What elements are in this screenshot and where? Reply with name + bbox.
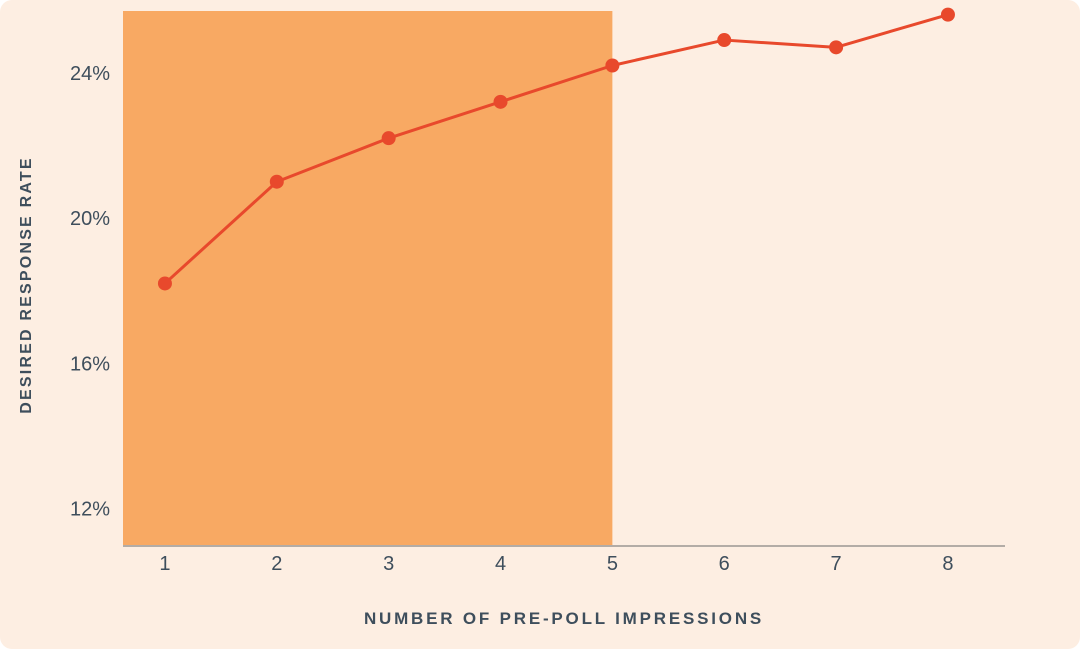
y-tick-label: 12%	[70, 499, 110, 521]
y-axis-title: DESIRED RESPONSE RATE	[18, 156, 35, 414]
highlight-region	[123, 11, 613, 545]
y-tick-label: 16%	[70, 353, 110, 375]
data-point	[940, 7, 955, 22]
y-tick-label: 24%	[70, 63, 110, 85]
data-point	[157, 276, 172, 291]
x-tick-label: 7	[831, 553, 842, 575]
data-point	[717, 33, 732, 48]
x-tick-label: 3	[383, 553, 394, 575]
x-tick-label: 1	[159, 553, 170, 575]
x-axis-title: NUMBER OF PRE-POLL IMPRESSIONS	[363, 609, 765, 628]
x-tick-label: 8	[942, 553, 953, 575]
data-point	[381, 131, 396, 146]
data-line	[163, 13, 950, 285]
data-point	[269, 174, 284, 189]
data-point	[493, 94, 508, 109]
x-tick-label: 4	[495, 553, 506, 575]
y-tick-label: 20%	[70, 208, 110, 230]
data-point	[605, 58, 620, 73]
x-tick-label: 6	[719, 553, 730, 575]
x-tick-label: 5	[607, 553, 618, 575]
x-tick-label: 2	[271, 553, 282, 575]
data-point	[829, 40, 844, 55]
